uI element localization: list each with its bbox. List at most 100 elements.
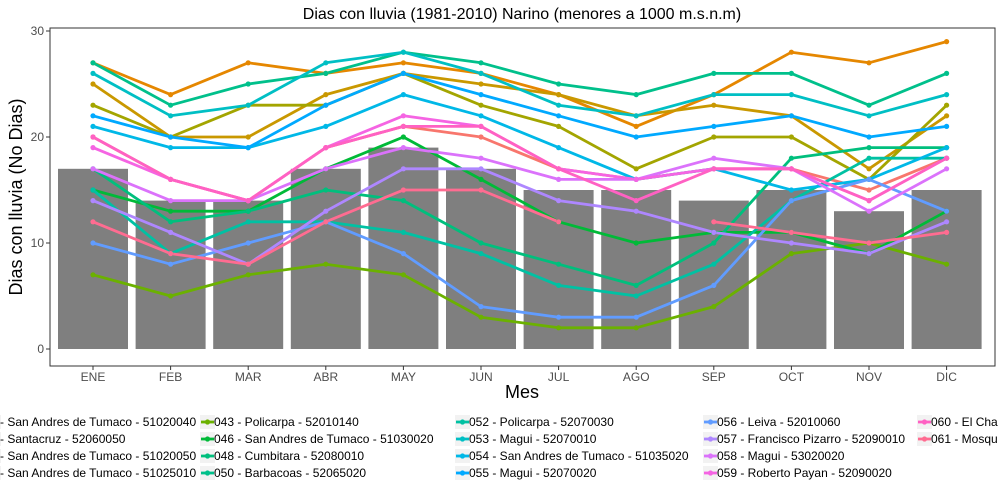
series-6-point-5 xyxy=(478,240,484,246)
series-13-point-9 xyxy=(788,240,795,246)
legend-item-5: 046 - San Andres de Tumaco - 51030020 xyxy=(200,432,434,446)
series-line-16 xyxy=(92,125,948,202)
series-11-point-5 xyxy=(478,92,484,98)
series-17-point-5 xyxy=(478,187,484,193)
legend-label: 057 - Francisco Pizarro - 52090010 xyxy=(717,432,905,446)
series-10-point-9 xyxy=(788,187,795,193)
series-11-point-7 xyxy=(633,134,639,140)
series-2-point-0 xyxy=(90,81,96,87)
series-16-point-1 xyxy=(168,176,174,182)
series-line-13 xyxy=(92,167,948,266)
series-13-point-11 xyxy=(944,219,950,225)
series-1-point-1 xyxy=(168,92,174,98)
series-3-point-6 xyxy=(556,123,562,129)
series-6-point-1 xyxy=(168,219,174,225)
legend-key-point xyxy=(204,470,211,476)
x-tick-label-jul: JUL xyxy=(548,370,570,384)
legend-key-point xyxy=(459,436,466,442)
series-12-point-2 xyxy=(245,240,251,246)
series-8-point-6 xyxy=(556,282,562,288)
legend-label: 043 - Policarpa - 52010140 xyxy=(214,415,359,429)
points-layer xyxy=(90,39,950,331)
series-8-point-8 xyxy=(711,261,717,267)
series-6-point-9 xyxy=(788,155,795,161)
chart-title: Dias con lluvia (1981-2010) Narino (meno… xyxy=(303,6,741,23)
series-9-point-8 xyxy=(711,92,717,98)
series-6-point-3 xyxy=(323,187,329,193)
series-17-point-6 xyxy=(556,219,562,225)
legend-key-point xyxy=(707,419,714,425)
y-axis-title: Dias con lluvia (No Dias) xyxy=(6,98,26,295)
legend-key-point xyxy=(204,453,211,459)
legend-label: - San Andres de Tumaco - 51025010 xyxy=(0,466,196,480)
series-11-point-9 xyxy=(788,113,795,119)
series-17-point-11 xyxy=(944,229,950,235)
x-tick-label-may: MAY xyxy=(391,370,416,384)
series-1-point-11 xyxy=(944,39,950,45)
series-11-point-4 xyxy=(400,70,406,76)
legend-item-13: 057 - Francisco Pizarro - 52090010 xyxy=(703,432,905,446)
series-10-point-4 xyxy=(400,92,406,98)
series-4-point-0 xyxy=(90,272,96,278)
series-17-point-9 xyxy=(788,229,795,235)
bar-ago xyxy=(601,190,672,349)
series-9-point-2 xyxy=(245,102,251,108)
series-16-point-7 xyxy=(633,198,639,204)
series-11-point-8 xyxy=(711,123,717,129)
series-line-11 xyxy=(92,72,947,149)
series-7-point-9 xyxy=(788,70,795,76)
x-tick-label-feb: FEB xyxy=(159,370,182,384)
legend-item-17: 061 - Mosqu xyxy=(917,432,998,446)
x-tick-label-mar: MAR xyxy=(235,370,262,384)
series-14-point-11 xyxy=(944,166,950,172)
series-9-point-5 xyxy=(478,70,484,76)
series-17-point-10 xyxy=(866,240,872,246)
series-5-point-1 xyxy=(168,208,174,214)
series-10-point-11 xyxy=(944,145,950,151)
bar-dic xyxy=(911,190,982,349)
series-0-point-5 xyxy=(478,134,484,140)
series-12-point-7 xyxy=(633,314,639,320)
legend-label: 056 - Leiva - 52010060 xyxy=(717,415,841,429)
series-8-point-0 xyxy=(90,187,96,193)
bar-jun xyxy=(446,168,516,349)
series-9-point-9 xyxy=(788,92,795,98)
series-11-point-1 xyxy=(168,134,174,140)
series-line-12 xyxy=(92,178,948,319)
legend-key-point xyxy=(459,453,466,459)
series-15-point-0 xyxy=(90,145,96,151)
series-6-point-2 xyxy=(245,208,251,214)
series-4-point-5 xyxy=(478,314,484,320)
series-13-point-4 xyxy=(400,166,406,172)
series-12-point-4 xyxy=(400,251,406,257)
y-axis: 0 10 20 30 xyxy=(31,24,50,356)
series-11-point-2 xyxy=(245,145,251,151)
bar-feb xyxy=(135,200,206,349)
series-7-point-1 xyxy=(168,102,174,108)
series-17-point-0 xyxy=(90,219,96,225)
x-tick-label-sep: SEP xyxy=(702,370,726,384)
legend-item-4: 043 - Policarpa - 52010140 xyxy=(200,415,359,429)
series-16-point-8 xyxy=(711,166,717,172)
legend-item-14: 058 - Magui - 53020020 xyxy=(703,449,845,463)
y-tick-label-20: 20 xyxy=(31,130,45,144)
y-tick-label-30: 30 xyxy=(31,24,45,38)
series-4-point-3 xyxy=(323,261,329,267)
series-12-point-5 xyxy=(478,304,484,310)
series-15-point-7 xyxy=(633,176,639,182)
legend-key-bg xyxy=(0,415,1,429)
series-line-1 xyxy=(92,40,947,128)
series-1-point-7 xyxy=(633,123,639,129)
series-12-point-0 xyxy=(90,240,96,246)
legend-key-bg xyxy=(0,466,1,480)
legend-key-bg xyxy=(0,449,1,463)
series-4-point-9 xyxy=(788,251,795,257)
series-6-point-8 xyxy=(711,240,717,246)
x-tick-label-nov: NOV xyxy=(856,370,882,384)
legend-key-point xyxy=(707,470,714,476)
series-line-6 xyxy=(92,146,947,287)
legend-label: 050 - Barbacoas - 52065020 xyxy=(214,466,366,480)
legend-item-0: - San Andres de Tumaco - 51020040 xyxy=(0,415,196,429)
legend-label: 058 - Magui - 53020020 xyxy=(717,449,845,463)
